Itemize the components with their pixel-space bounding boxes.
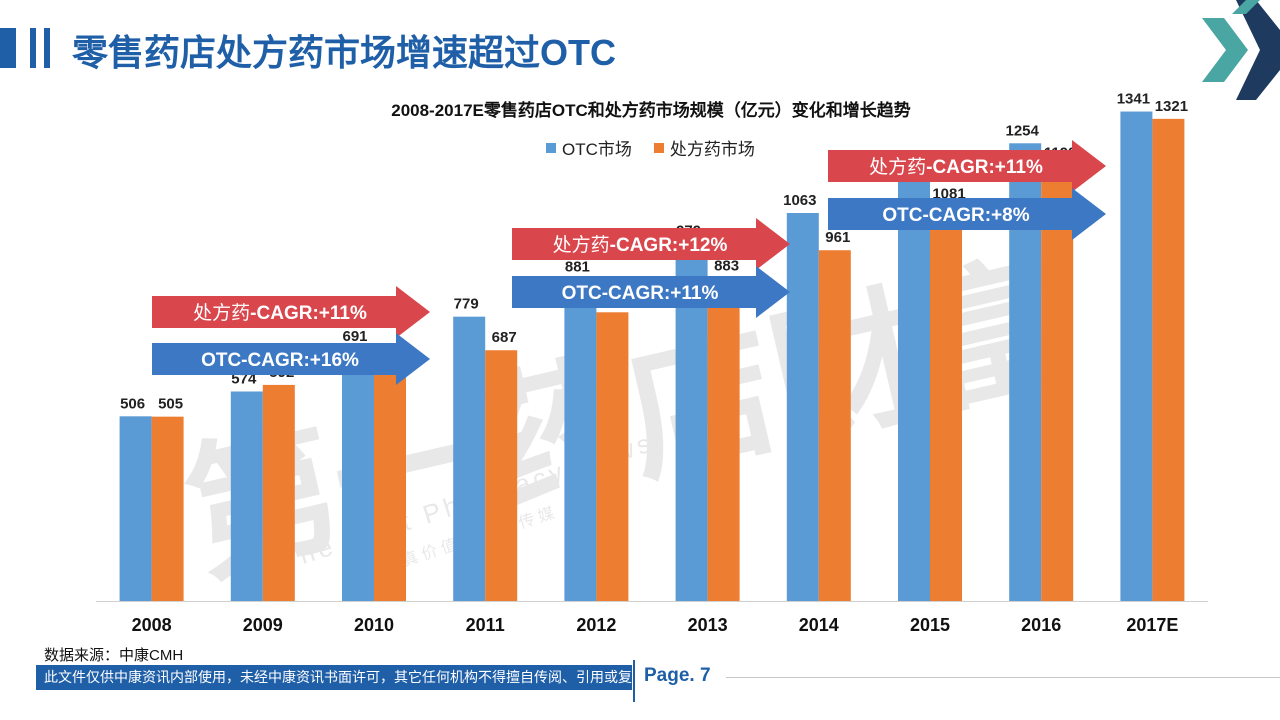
bar-rx-2016 bbox=[1041, 165, 1074, 601]
x-tick-label-2012: 2012 bbox=[576, 615, 616, 635]
bar-otc-2009 bbox=[230, 391, 263, 601]
x-tick-label-2011: 2011 bbox=[466, 615, 505, 635]
x-tick-label-2009: 2009 bbox=[243, 615, 283, 635]
bar-rx-2010 bbox=[374, 363, 406, 601]
bar-otc-2015 bbox=[898, 170, 930, 602]
bar-rx-2008 bbox=[151, 416, 184, 601]
bar-rx-2013 bbox=[707, 278, 740, 601]
disclaimer-banner: 此文件仅供中康资讯内部使用，未经中康资讯书面许可，其它任何机构不得擅自传阅、引用… bbox=[36, 665, 632, 690]
cagr-arrow-otc-1 bbox=[152, 333, 430, 385]
x-tick-label-2014: 2014 bbox=[799, 615, 839, 635]
bar-rx-2015 bbox=[930, 206, 962, 601]
page-title: 零售药店处方药市场增速超过OTC bbox=[72, 32, 616, 73]
bar-rx-2014 bbox=[818, 250, 851, 602]
bar-otc-2012 bbox=[564, 279, 597, 601]
x-tick-label-2017E: 2017E bbox=[1126, 615, 1178, 635]
cagr-label-rx-3: 处方药-CAGR:+11% bbox=[869, 156, 1043, 178]
accent-bar bbox=[30, 28, 36, 68]
bar-otc-2011 bbox=[453, 316, 486, 601]
data-label-otc-2008: 506 bbox=[120, 395, 145, 412]
x-tick-label-2015: 2015 bbox=[910, 615, 950, 635]
bar-otc-2010 bbox=[342, 348, 374, 601]
cagr-arrow-rx-1 bbox=[152, 286, 430, 338]
cagr-arrow-rx-3 bbox=[828, 140, 1106, 192]
disclaimer-text: 此文件仅供中康资讯内部使用，未经中康资讯书面许可，其它任何机构不得擅自传阅、引用… bbox=[44, 669, 632, 685]
legend-swatch-rx bbox=[653, 142, 664, 153]
cagr-label-otc-3: OTC-CAGR:+8% bbox=[882, 205, 1029, 226]
bar-rx-2011 bbox=[485, 350, 518, 601]
data-source: 数据来源：中康CMH bbox=[44, 647, 184, 664]
logo-chevron-right bbox=[1236, 0, 1280, 100]
logo-chevron-left bbox=[1202, 18, 1248, 82]
data-label-rx-2013: 883 bbox=[714, 258, 739, 275]
cagr-arrow-otc-2 bbox=[512, 266, 790, 318]
bar-rx-2017E bbox=[1152, 118, 1185, 602]
data-label-rx-2014: 961 bbox=[825, 229, 850, 246]
chart-legend: OTC市场 处方药市场 bbox=[546, 135, 755, 160]
bar-rx-2009 bbox=[262, 384, 295, 601]
legend-item-otc: OTC市场 bbox=[546, 135, 632, 160]
accent-bar bbox=[44, 28, 50, 68]
x-tick-label-2013: 2013 bbox=[688, 615, 728, 635]
cagr-label-rx-1: 处方药-CAGR:+11% bbox=[193, 302, 367, 324]
page-number: Page. 7 bbox=[644, 665, 711, 686]
data-label-otc-2011: 779 bbox=[454, 296, 479, 313]
header-accent-bars bbox=[0, 28, 60, 72]
bar-otc-2017E bbox=[1120, 111, 1153, 601]
data-label-otc-2010: 691 bbox=[342, 328, 367, 345]
accent-bar bbox=[0, 28, 16, 68]
cagr-arrow-rx-2 bbox=[512, 218, 790, 270]
bar-otc-2008 bbox=[119, 416, 152, 601]
x-tick-label-2008: 2008 bbox=[132, 615, 172, 635]
cagr-arrow-otc-3 bbox=[828, 188, 1106, 240]
footer-rule bbox=[726, 677, 1280, 678]
cagr-label-rx-2: 处方药-CAGR:+12% bbox=[553, 234, 728, 256]
cagr-label-otc-1: OTC-CAGR:+16% bbox=[201, 350, 359, 371]
data-label-otc-2017E: 1341 bbox=[1117, 91, 1150, 108]
cagr-label-otc-2: OTC-CAGR:+11% bbox=[562, 283, 719, 304]
bar-rx-2012 bbox=[596, 312, 629, 601]
brand-logo-icon bbox=[1202, 0, 1280, 100]
data-label-rx-2017E: 1321 bbox=[1155, 98, 1188, 115]
x-tick-label-2016: 2016 bbox=[1021, 615, 1061, 635]
chart-title: 2008-2017E零售药店OTC和处方药市场规模（亿元）变化和增长趋势 bbox=[391, 101, 911, 120]
legend-item-rx: 处方药市场 bbox=[653, 135, 755, 160]
data-label-otc-2012: 881 bbox=[565, 258, 590, 275]
data-label-otc-2014: 1063 bbox=[783, 192, 816, 209]
x-tick-label-2010: 2010 bbox=[354, 615, 394, 635]
data-label-rx-2011: 687 bbox=[492, 329, 517, 346]
footer-divider bbox=[633, 660, 635, 702]
logo-accent bbox=[1232, 0, 1260, 14]
data-label-otc-2016: 1254 bbox=[1006, 122, 1040, 139]
legend-label-otc: OTC市场 bbox=[562, 140, 632, 159]
legend-label-rx: 处方药市场 bbox=[669, 140, 755, 159]
legend-swatch-otc bbox=[546, 142, 556, 153]
data-label-rx-2008: 505 bbox=[158, 396, 183, 413]
bar-otc-2014 bbox=[786, 213, 819, 601]
